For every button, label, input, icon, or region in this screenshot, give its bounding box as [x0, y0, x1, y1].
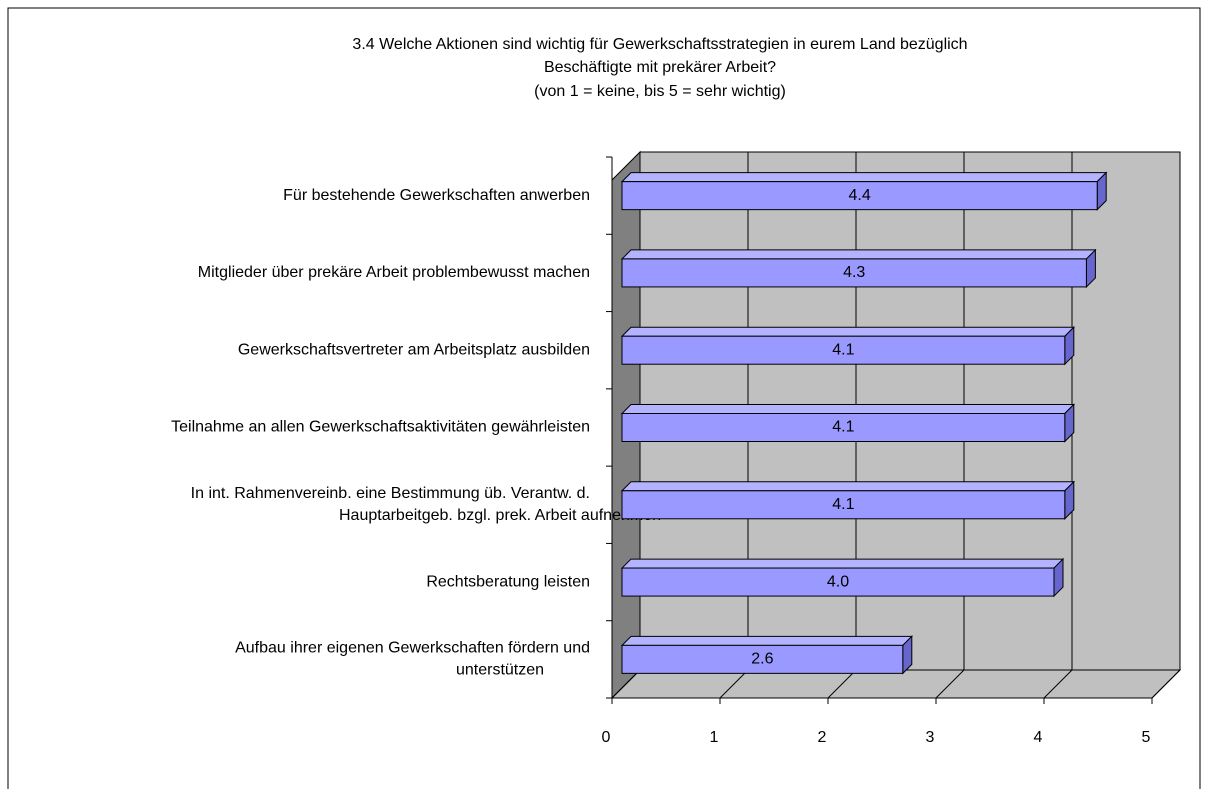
floor-grid-line — [719, 669, 749, 699]
value-label: 4.1 — [832, 419, 854, 436]
floor-grid-line — [1151, 669, 1181, 699]
bar — [621, 567, 1055, 597]
y-tick-label: Teilnahme an allen Gewerkschaftsaktivitä… — [171, 419, 590, 436]
floor — [610, 669, 1182, 699]
floor-grid-line — [1043, 669, 1073, 699]
floor-grid-line — [611, 669, 641, 699]
x-tick-label: 3 — [926, 729, 935, 746]
floor-grid-line — [935, 669, 965, 699]
x-tick-label: 2 — [818, 729, 827, 746]
bar-top — [620, 326, 1076, 337]
y-tick-label: Rechtsberatung leisten — [426, 573, 590, 590]
bar — [621, 258, 1087, 288]
bar-top — [620, 172, 1108, 183]
bar — [621, 181, 1098, 211]
x-tick-label: 1 — [710, 729, 719, 746]
bar — [621, 490, 1066, 520]
value-label: 4.1 — [832, 341, 854, 358]
bar — [621, 335, 1066, 365]
x-tick-label: 5 — [1142, 729, 1151, 746]
y-tick-label: Mitglieder über prekäre Arbeit problembe… — [198, 264, 590, 281]
bar-top — [620, 558, 1065, 569]
value-label: 2.6 — [751, 651, 773, 668]
bar — [621, 413, 1066, 442]
y-tick-label: Gewerkschaftsvertreter am Arbeitsplatz a… — [238, 341, 590, 358]
value-label: 4.3 — [843, 264, 865, 281]
x-tick-label: 4 — [1034, 729, 1043, 746]
x-tick-label: 0 — [602, 729, 611, 746]
value-label: 4.4 — [848, 187, 870, 204]
bar-top — [620, 635, 914, 646]
chart-subtitle: (von 1 = keine, bis 5 = sehr wichtig) — [534, 83, 786, 100]
chart-title: 3.4 Welche Aktionen sind wichtig für Gew… — [352, 36, 967, 76]
bar-top — [620, 481, 1076, 492]
bar-top — [620, 249, 1097, 260]
value-label: 4.0 — [827, 573, 849, 590]
bar-top — [620, 404, 1076, 414]
value-label: 4.1 — [832, 496, 854, 513]
y-tick-label: In int. Rahmenvereinb. eine Bestimmung ü… — [191, 485, 661, 524]
bar — [621, 644, 904, 674]
y-tick-label: Aufbau ihrer eigenen Gewerkschaften förd… — [235, 640, 590, 679]
floor-grid-line — [827, 669, 857, 699]
y-tick-label: Für bestehende Gewerkschaften anwerben — [283, 187, 590, 204]
